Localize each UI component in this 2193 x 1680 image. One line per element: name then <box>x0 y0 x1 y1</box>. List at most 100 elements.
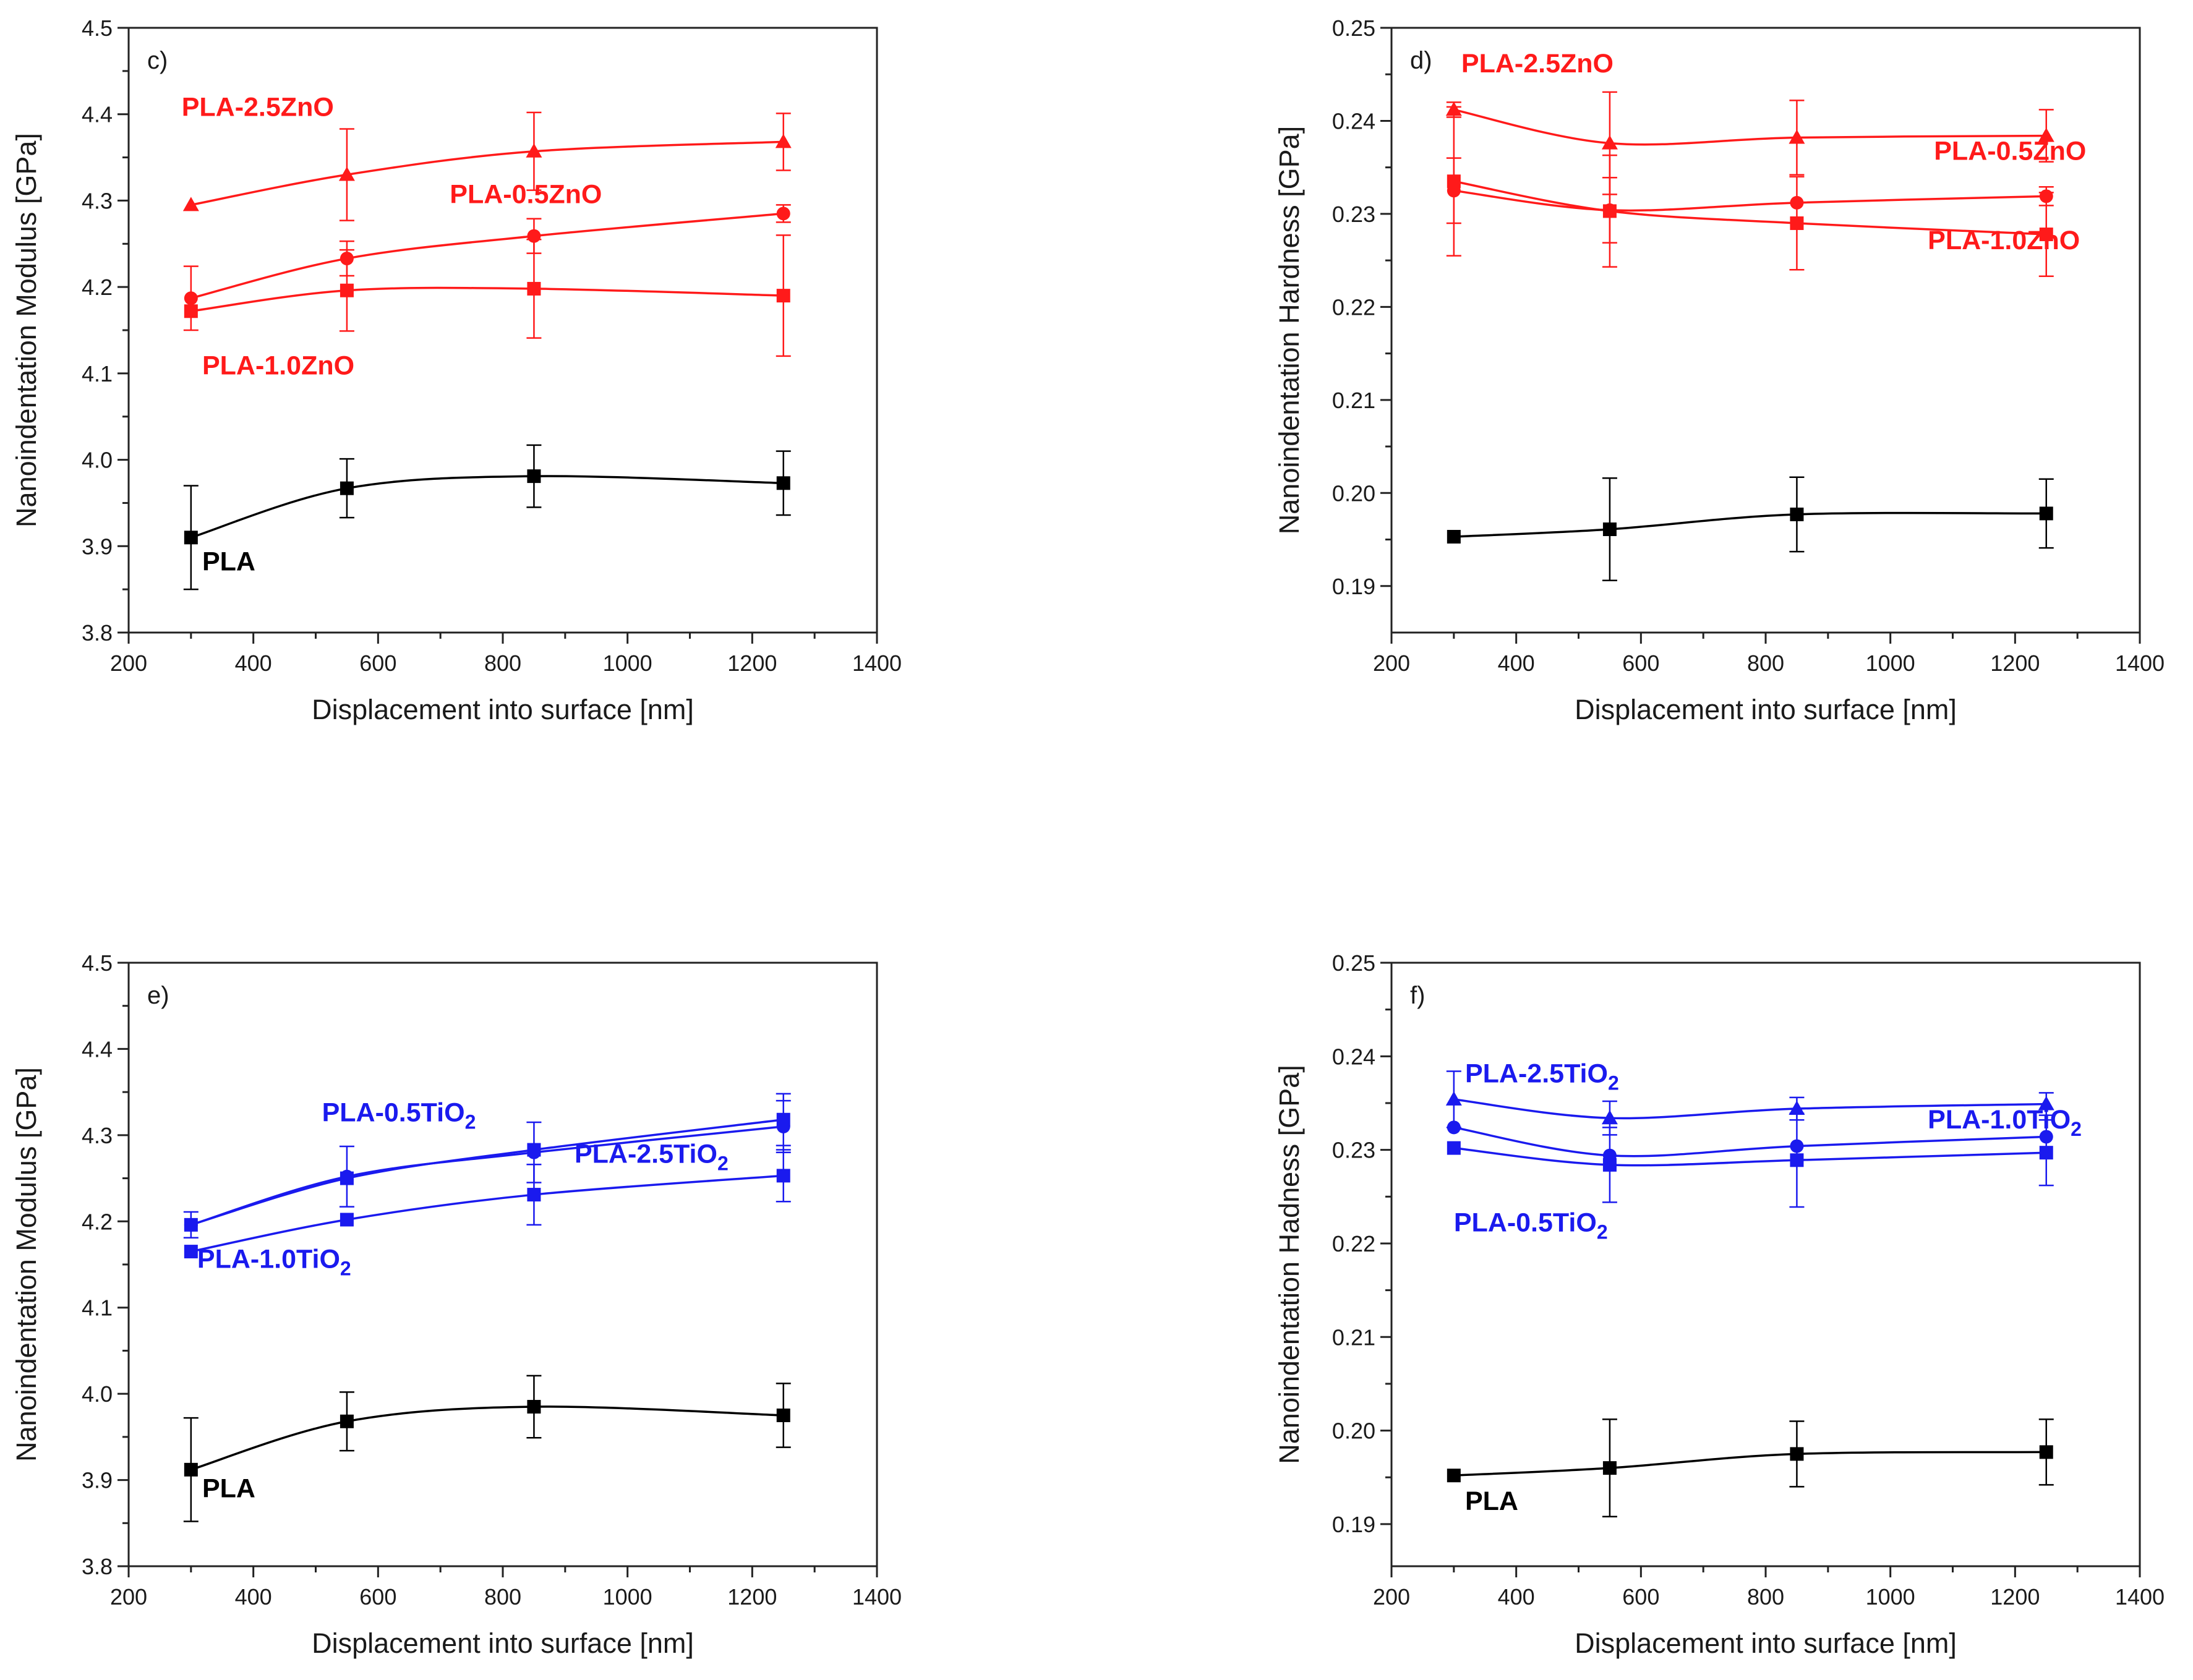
series-label-text: PLA-0.5TiO <box>1454 1208 1597 1237</box>
series-label-text: PLA <box>202 547 255 576</box>
data-point-triangle <box>1445 1091 1462 1106</box>
panel-label: c) <box>147 47 168 74</box>
x-tick-label: 600 <box>1622 1584 1659 1610</box>
data-point-square <box>1602 522 1617 536</box>
y-tick-label: 4.4 <box>82 1036 113 1062</box>
series-line <box>1453 511 2046 538</box>
data-point-square <box>1790 216 1804 230</box>
y-tick-label: 0.25 <box>1332 15 1375 41</box>
data-point-square <box>1602 1158 1617 1172</box>
data-point-square <box>184 1462 198 1477</box>
data-point-triangle <box>338 166 355 181</box>
x-tick-label: 200 <box>110 1584 147 1610</box>
y-tick-label: 0.22 <box>1332 1231 1375 1256</box>
series-label: PLA-1.0TiO2 <box>197 1245 351 1280</box>
data-point-triangle <box>2038 1096 2054 1111</box>
data-point-square <box>2039 1146 2053 1160</box>
series-label-subscript: 2 <box>465 1111 476 1133</box>
x-tick-label: 1400 <box>852 650 902 676</box>
data-point-square <box>776 289 790 303</box>
data-point-square <box>184 304 198 318</box>
series-label-text: PLA <box>202 1473 255 1503</box>
data-point-square <box>184 531 198 545</box>
data-point-square <box>1602 204 1617 218</box>
x-tick-label: 1200 <box>727 650 777 676</box>
series-PLA: PLA <box>1447 1418 2054 1518</box>
y-tick-label: 4.1 <box>82 361 113 386</box>
series-PLA: PLA <box>183 444 791 591</box>
data-point-square <box>340 283 354 297</box>
x-tick-label: 400 <box>1498 650 1535 676</box>
x-axis-label: Displacement into surface [nm] <box>1575 694 1957 725</box>
y-tick-label: 4.5 <box>82 15 113 41</box>
data-point-triangle <box>1601 135 1618 150</box>
data-point-triangle <box>1601 1110 1618 1125</box>
series-PLA-2.5ZnO: PLA-2.5ZnO <box>1445 49 2054 195</box>
data-point-triangle <box>182 197 199 211</box>
series-label-text: PLA-2.5ZnO <box>182 93 334 122</box>
series-PLA <box>1447 476 2054 581</box>
x-tick-label: 400 <box>1498 1584 1535 1610</box>
data-point-square <box>340 481 354 495</box>
x-axis-label: Displacement into surface [nm] <box>312 694 694 725</box>
x-axis-label: Displacement into surface [nm] <box>312 1627 694 1659</box>
series-line <box>1453 189 2046 212</box>
y-axis-label: Nanoindentation Modulus [GPa] <box>11 1067 42 1462</box>
series-label: PLA <box>202 547 255 576</box>
y-tick-label: 0.19 <box>1332 1512 1375 1537</box>
y-axis-label: Nanoindentation Modulus [GPa] <box>11 133 42 527</box>
chart-panel-f: 200 400 600 800 1000 1200 1400 0.19 0.20 0.21 0.22… <box>1273 950 2165 1659</box>
y-tick-label: 0.24 <box>1332 1044 1375 1069</box>
y-tick-label: 0.24 <box>1332 108 1375 134</box>
series-label: PLA-1.0ZnO <box>1928 226 2080 255</box>
x-tick-label: 600 <box>359 650 396 676</box>
data-point-square <box>527 1143 541 1157</box>
data-point-square <box>2039 506 2053 521</box>
x-tick-label: 800 <box>484 650 521 676</box>
series-label: PLA-2.5TiO2 <box>575 1139 729 1174</box>
x-tick-label: 1200 <box>1990 1584 2040 1610</box>
y-tick-label: 0.21 <box>1332 1324 1375 1350</box>
data-point-circle <box>184 291 198 305</box>
y-tick-label: 4.5 <box>82 950 113 976</box>
data-point-triangle <box>2038 127 2054 142</box>
y-tick-label: 0.22 <box>1332 294 1375 320</box>
x-tick-label: 1200 <box>1990 650 2040 676</box>
series-label: PLA-2.5ZnO <box>1461 49 1614 79</box>
data-point-square <box>527 469 541 484</box>
data-point-square <box>527 1188 541 1202</box>
series-label-text: PLA-2.5ZnO <box>1461 49 1614 79</box>
series-label-text: PLA-2.5TiO <box>575 1139 717 1169</box>
series-label: PLA <box>202 1473 255 1503</box>
series-line <box>1453 1451 2046 1477</box>
y-axis-label: Nanoindentation Hadness [GPa] <box>1273 1065 1305 1464</box>
data-point-square <box>1447 1469 1461 1483</box>
data-point-square <box>1447 174 1461 189</box>
data-point-square <box>1790 507 1804 521</box>
y-tick-label: 3.9 <box>82 534 113 559</box>
y-tick-label: 3.9 <box>82 1468 113 1493</box>
data-point-square <box>340 1414 354 1428</box>
y-tick-label: 0.23 <box>1332 1138 1375 1163</box>
series-PLA-2.5TiO2: PLA-2.5TiO2 <box>1445 1059 2054 1136</box>
series-line <box>190 140 784 207</box>
data-point-square <box>184 1217 198 1232</box>
series-label-subscript: 2 <box>1597 1221 1608 1243</box>
y-tick-label: 4.0 <box>82 1381 113 1407</box>
data-point-square <box>2039 1445 2053 1459</box>
data-point-square <box>527 1400 541 1414</box>
series-line <box>1453 180 2046 236</box>
series-label-text: PLA-1.0ZnO <box>202 351 354 380</box>
series-label-text: PLA-1.0TiO <box>197 1245 340 1274</box>
series-label: PLA-1.0ZnO <box>202 351 354 380</box>
series-PLA-2.5ZnO: PLA-2.5ZnO <box>182 93 792 221</box>
data-point-triangle <box>1789 1101 1805 1115</box>
x-tick-label: 400 <box>235 650 272 676</box>
x-tick-label: 1000 <box>603 1584 652 1610</box>
data-point-circle <box>1447 1120 1461 1135</box>
series-label-text: PLA-0.5TiO <box>322 1098 465 1128</box>
series-label: PLA-0.5TiO2 <box>322 1098 476 1133</box>
data-point-square <box>527 281 541 296</box>
x-tick-label: 1400 <box>2115 1584 2165 1610</box>
